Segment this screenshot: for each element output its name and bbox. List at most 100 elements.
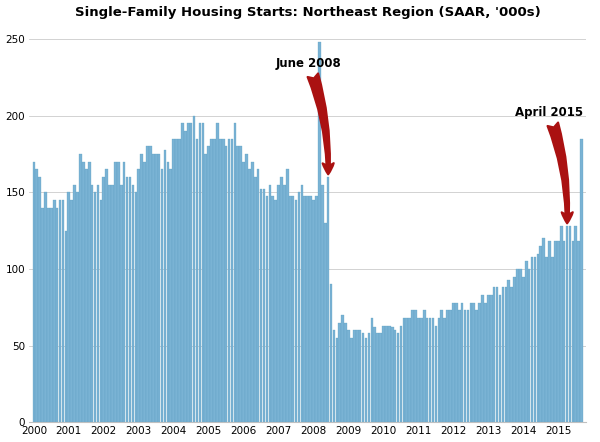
Bar [580, 139, 583, 422]
Bar [208, 146, 210, 422]
Bar [528, 269, 530, 422]
Bar [379, 333, 382, 422]
Bar [155, 154, 158, 422]
Bar [143, 162, 146, 422]
Bar [455, 303, 458, 422]
Bar [190, 123, 193, 422]
Bar [440, 310, 443, 422]
Bar [365, 338, 367, 422]
Bar [551, 257, 554, 422]
Bar [373, 327, 376, 422]
Bar [108, 185, 111, 422]
Bar [356, 330, 359, 422]
Bar [376, 333, 379, 422]
Bar [292, 195, 295, 422]
Bar [65, 231, 67, 422]
Bar [481, 295, 484, 422]
Bar [47, 208, 50, 422]
Bar [327, 177, 329, 422]
Bar [219, 139, 221, 422]
Title: Single-Family Housing Starts: Northeast Region (SAAR, '000s): Single-Family Housing Starts: Northeast … [75, 6, 541, 19]
Bar [443, 318, 446, 422]
Bar [525, 261, 527, 422]
Bar [350, 338, 353, 422]
Bar [236, 146, 239, 422]
Bar [516, 269, 519, 422]
Text: June 2008: June 2008 [275, 57, 341, 174]
Bar [490, 295, 493, 422]
Bar [298, 192, 300, 422]
Bar [409, 318, 411, 422]
Bar [449, 310, 452, 422]
Bar [522, 277, 524, 422]
Bar [452, 303, 455, 422]
Bar [205, 154, 207, 422]
Bar [330, 284, 332, 422]
Bar [464, 310, 466, 422]
Bar [161, 169, 163, 422]
Bar [149, 146, 152, 422]
Bar [111, 185, 114, 422]
Bar [312, 200, 315, 422]
Bar [266, 195, 268, 422]
Bar [56, 208, 58, 422]
Bar [496, 287, 499, 422]
Bar [487, 295, 490, 422]
Bar [446, 310, 449, 422]
Bar [403, 318, 405, 422]
Bar [391, 327, 394, 422]
Bar [542, 238, 545, 422]
Bar [321, 185, 323, 422]
Bar [289, 195, 292, 422]
Bar [146, 146, 149, 422]
Bar [577, 241, 580, 422]
Bar [505, 287, 507, 422]
Bar [347, 330, 350, 422]
Bar [263, 189, 265, 422]
Bar [196, 139, 199, 422]
Bar [423, 310, 425, 422]
Bar [493, 287, 496, 422]
Bar [239, 146, 242, 422]
Bar [563, 241, 565, 422]
Bar [344, 323, 347, 422]
Bar [508, 280, 510, 422]
Bar [362, 333, 364, 422]
Bar [88, 162, 91, 422]
Bar [152, 154, 155, 422]
Bar [199, 123, 201, 422]
Bar [193, 116, 196, 422]
Bar [242, 162, 245, 422]
Bar [548, 241, 551, 422]
Bar [126, 177, 128, 422]
Bar [536, 254, 539, 422]
Bar [560, 226, 563, 422]
Bar [286, 169, 289, 422]
Bar [271, 195, 274, 422]
Bar [103, 177, 105, 422]
Bar [531, 257, 533, 422]
Bar [254, 177, 257, 422]
Bar [260, 189, 262, 422]
Bar [248, 169, 251, 422]
Bar [210, 139, 213, 422]
Bar [499, 295, 502, 422]
Bar [123, 162, 125, 422]
Bar [280, 177, 283, 422]
Bar [120, 185, 122, 422]
Bar [230, 139, 233, 422]
Bar [397, 333, 400, 422]
Bar [35, 169, 38, 422]
Bar [338, 323, 341, 422]
Bar [572, 241, 574, 422]
Bar [213, 139, 216, 422]
Bar [385, 326, 388, 422]
Bar [134, 192, 137, 422]
Bar [574, 226, 577, 422]
Bar [62, 200, 64, 422]
Bar [91, 185, 94, 422]
Bar [406, 318, 408, 422]
Bar [437, 318, 440, 422]
Bar [106, 169, 108, 422]
Bar [539, 246, 542, 422]
